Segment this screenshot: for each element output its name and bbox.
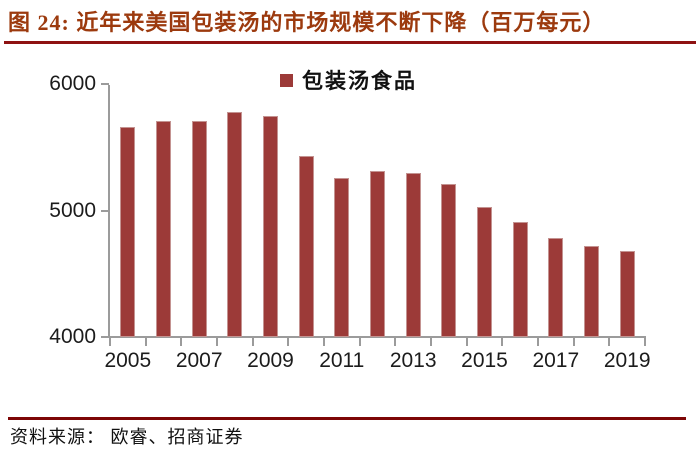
y-axis-label: 4000 bbox=[49, 325, 96, 348]
legend-marker-icon bbox=[280, 73, 293, 87]
title-underline bbox=[4, 41, 696, 44]
bar-2006 bbox=[156, 121, 171, 337]
source-note: 资料来源： 欧睿、招商证券 bbox=[10, 427, 244, 447]
x-tick bbox=[144, 337, 147, 346]
x-tick bbox=[465, 337, 468, 346]
x-tick bbox=[572, 337, 575, 346]
bar-2019 bbox=[619, 251, 635, 337]
x-tick bbox=[323, 337, 325, 346]
y-tick bbox=[101, 209, 109, 212]
bar-2017 bbox=[548, 238, 564, 337]
x-tick bbox=[430, 337, 432, 346]
footer-divider bbox=[8, 417, 686, 420]
bar-2008 bbox=[227, 112, 243, 337]
bar-2010 bbox=[298, 156, 314, 337]
x-tick bbox=[644, 337, 646, 346]
x-axis-label: 2009 bbox=[247, 349, 294, 372]
bar-2007 bbox=[191, 121, 207, 337]
x-axis-label: 2005 bbox=[104, 349, 152, 372]
bar-2015 bbox=[477, 207, 492, 337]
x-tick bbox=[358, 337, 361, 346]
y-tick bbox=[101, 336, 109, 338]
x-tick bbox=[501, 337, 504, 346]
x-axis-line bbox=[108, 336, 646, 338]
y-axis-line bbox=[108, 85, 110, 338]
y-tick bbox=[101, 83, 109, 85]
x-tick bbox=[251, 337, 254, 346]
chart-title: 图 24: 近年来美国包装汤的市场规模不断下降（百万每元） bbox=[8, 10, 606, 35]
bar-2016 bbox=[512, 222, 528, 337]
bar-2011 bbox=[334, 178, 350, 337]
x-tick bbox=[287, 337, 290, 346]
x-axis-label: 2013 bbox=[389, 349, 437, 372]
x-axis-label: 2015 bbox=[461, 349, 508, 372]
x-axis-label: 2019 bbox=[603, 349, 651, 372]
x-axis-label: 2007 bbox=[175, 349, 223, 372]
y-axis-label: 6000 bbox=[49, 72, 96, 95]
bar-2009 bbox=[263, 116, 278, 337]
x-axis-label: 2017 bbox=[532, 349, 580, 372]
x-tick bbox=[216, 337, 218, 346]
x-tick bbox=[109, 337, 111, 346]
x-axis-label: 2011 bbox=[319, 349, 365, 372]
x-tick bbox=[537, 337, 539, 346]
bar-2005 bbox=[120, 127, 136, 337]
bar-2018 bbox=[584, 246, 599, 337]
bar-2012 bbox=[370, 171, 385, 337]
x-tick bbox=[180, 337, 183, 346]
x-tick bbox=[394, 337, 397, 346]
bar-2014 bbox=[441, 184, 457, 337]
legend: 包装汤食品 bbox=[280, 65, 417, 95]
legend-label: 包装汤食品 bbox=[302, 70, 417, 93]
x-tick bbox=[608, 337, 611, 346]
bar-2013 bbox=[405, 173, 421, 337]
y-axis-label: 5000 bbox=[49, 198, 96, 222]
